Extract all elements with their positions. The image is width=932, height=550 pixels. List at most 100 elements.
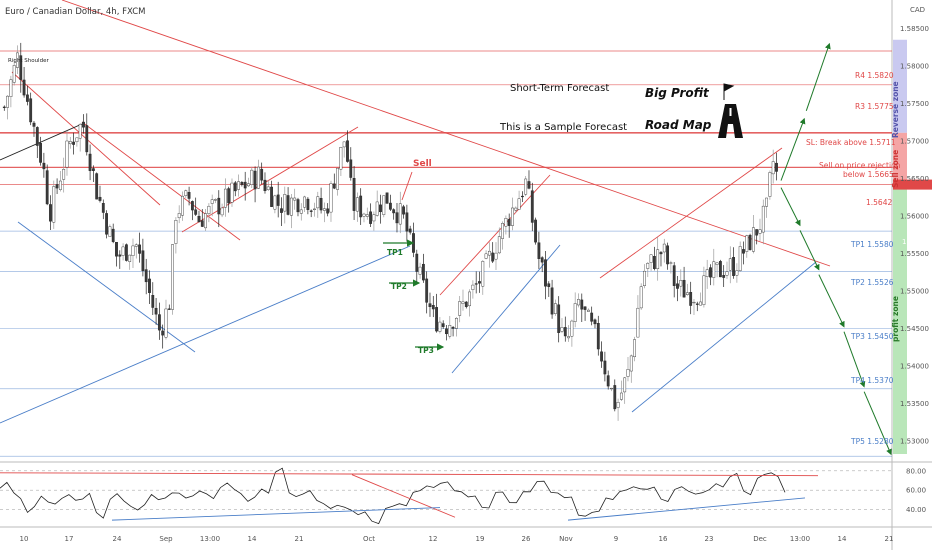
time-tick-label: 16 xyxy=(659,535,668,543)
time-tick-label: 14 xyxy=(838,535,847,543)
candle-body xyxy=(471,284,475,290)
price-tick-label: 1.57000 xyxy=(900,138,929,146)
time-tick-label: 26 xyxy=(522,535,531,543)
candle-body xyxy=(141,250,145,271)
candle-body xyxy=(276,194,280,206)
forecast-arrow xyxy=(818,274,845,328)
candle-body xyxy=(101,203,105,213)
candle-body xyxy=(616,402,620,408)
price-tick-label: 1.57500 xyxy=(900,100,929,108)
time-tick-label: 9 xyxy=(614,535,618,543)
time-tick-label: Nov xyxy=(559,535,573,543)
candle-body xyxy=(464,301,468,307)
sell-label: Sell xyxy=(413,159,432,169)
candle-body xyxy=(299,209,303,214)
candle-body xyxy=(619,392,623,400)
candle-body xyxy=(263,179,267,191)
downtrend-long xyxy=(61,0,831,267)
price-tick-label: 1.54500 xyxy=(900,325,929,333)
candle-body xyxy=(441,323,445,327)
candle-body xyxy=(445,328,448,335)
forecast-arrow xyxy=(799,230,820,271)
candle-body xyxy=(349,159,353,178)
sell-rejection-label-2: below 1.5665 xyxy=(843,170,894,179)
candle-body xyxy=(319,197,323,211)
candle-body xyxy=(666,245,669,265)
alternate-arrow xyxy=(780,117,806,181)
candle-body xyxy=(296,199,300,213)
candle-body xyxy=(560,327,564,332)
tp1-marker-label: TP1 xyxy=(387,248,403,257)
candle-body xyxy=(481,261,485,287)
candle-body xyxy=(395,212,399,224)
candle-body xyxy=(167,308,171,310)
candle-body xyxy=(676,283,679,289)
candle-body xyxy=(672,265,676,286)
tp2-marker-label: TP2 xyxy=(391,282,407,291)
candle-body xyxy=(58,180,62,190)
candle-body xyxy=(590,312,594,322)
candle-body xyxy=(35,127,39,146)
candle-body xyxy=(243,181,247,189)
candle-body xyxy=(313,208,316,210)
candle-body xyxy=(771,161,775,175)
candle-body xyxy=(29,98,33,123)
candle-body xyxy=(184,190,188,196)
candle-body xyxy=(65,140,69,168)
candle-body xyxy=(629,355,633,372)
candle-body xyxy=(181,195,184,216)
candle-body xyxy=(286,195,290,215)
big-profit-label: Big Profit xyxy=(645,86,710,100)
profit-zone-band xyxy=(893,184,907,455)
candle-body xyxy=(709,267,712,278)
candle-body xyxy=(448,325,452,337)
candle-body xyxy=(563,327,567,337)
candle-body xyxy=(501,222,504,239)
candle-body xyxy=(715,262,719,265)
candle-body xyxy=(144,269,148,283)
candle-body xyxy=(151,295,155,308)
candle-body xyxy=(682,279,686,298)
time-tick-label: 19 xyxy=(476,535,485,543)
candle-body xyxy=(520,195,524,198)
candle-body xyxy=(128,254,132,262)
forecast-arrow xyxy=(863,391,892,456)
candle-body xyxy=(88,153,92,171)
candle-body xyxy=(329,183,333,213)
candle-body xyxy=(72,141,75,145)
candle-body xyxy=(332,183,336,189)
candle-body xyxy=(260,168,264,181)
time-tick-label: 10 xyxy=(20,535,29,543)
candle-body xyxy=(652,256,656,269)
osc-tick-label: 40.00 xyxy=(906,506,926,514)
candle-body xyxy=(484,253,488,259)
candle-body xyxy=(210,199,214,204)
r3-label: R3 1.5775 xyxy=(855,102,894,111)
candle-body xyxy=(600,351,603,362)
candle-body xyxy=(161,330,165,336)
candle-body xyxy=(428,303,432,307)
candle-body xyxy=(491,252,495,262)
candle-body xyxy=(200,220,204,227)
price-tick-label: 1.55000 xyxy=(900,288,929,296)
candle-body xyxy=(339,147,343,170)
candle-body xyxy=(385,192,389,204)
candle-body xyxy=(78,124,82,139)
candle-body xyxy=(402,206,405,215)
forecast-arrow xyxy=(780,187,801,227)
forecast-arrow xyxy=(843,331,866,388)
candle-body xyxy=(342,141,346,148)
candle-body xyxy=(362,213,366,217)
neckline xyxy=(0,123,83,161)
candle-body xyxy=(392,209,396,214)
candle-body xyxy=(253,170,257,190)
candle-body xyxy=(610,387,613,390)
dec-rise-top xyxy=(599,147,783,279)
candle-body xyxy=(474,283,478,285)
candle-body xyxy=(534,219,537,243)
sep-rise-top xyxy=(181,126,359,233)
osc-tick-label: 80.00 xyxy=(906,467,926,475)
candle-body xyxy=(418,266,422,275)
candle-body xyxy=(732,257,735,276)
